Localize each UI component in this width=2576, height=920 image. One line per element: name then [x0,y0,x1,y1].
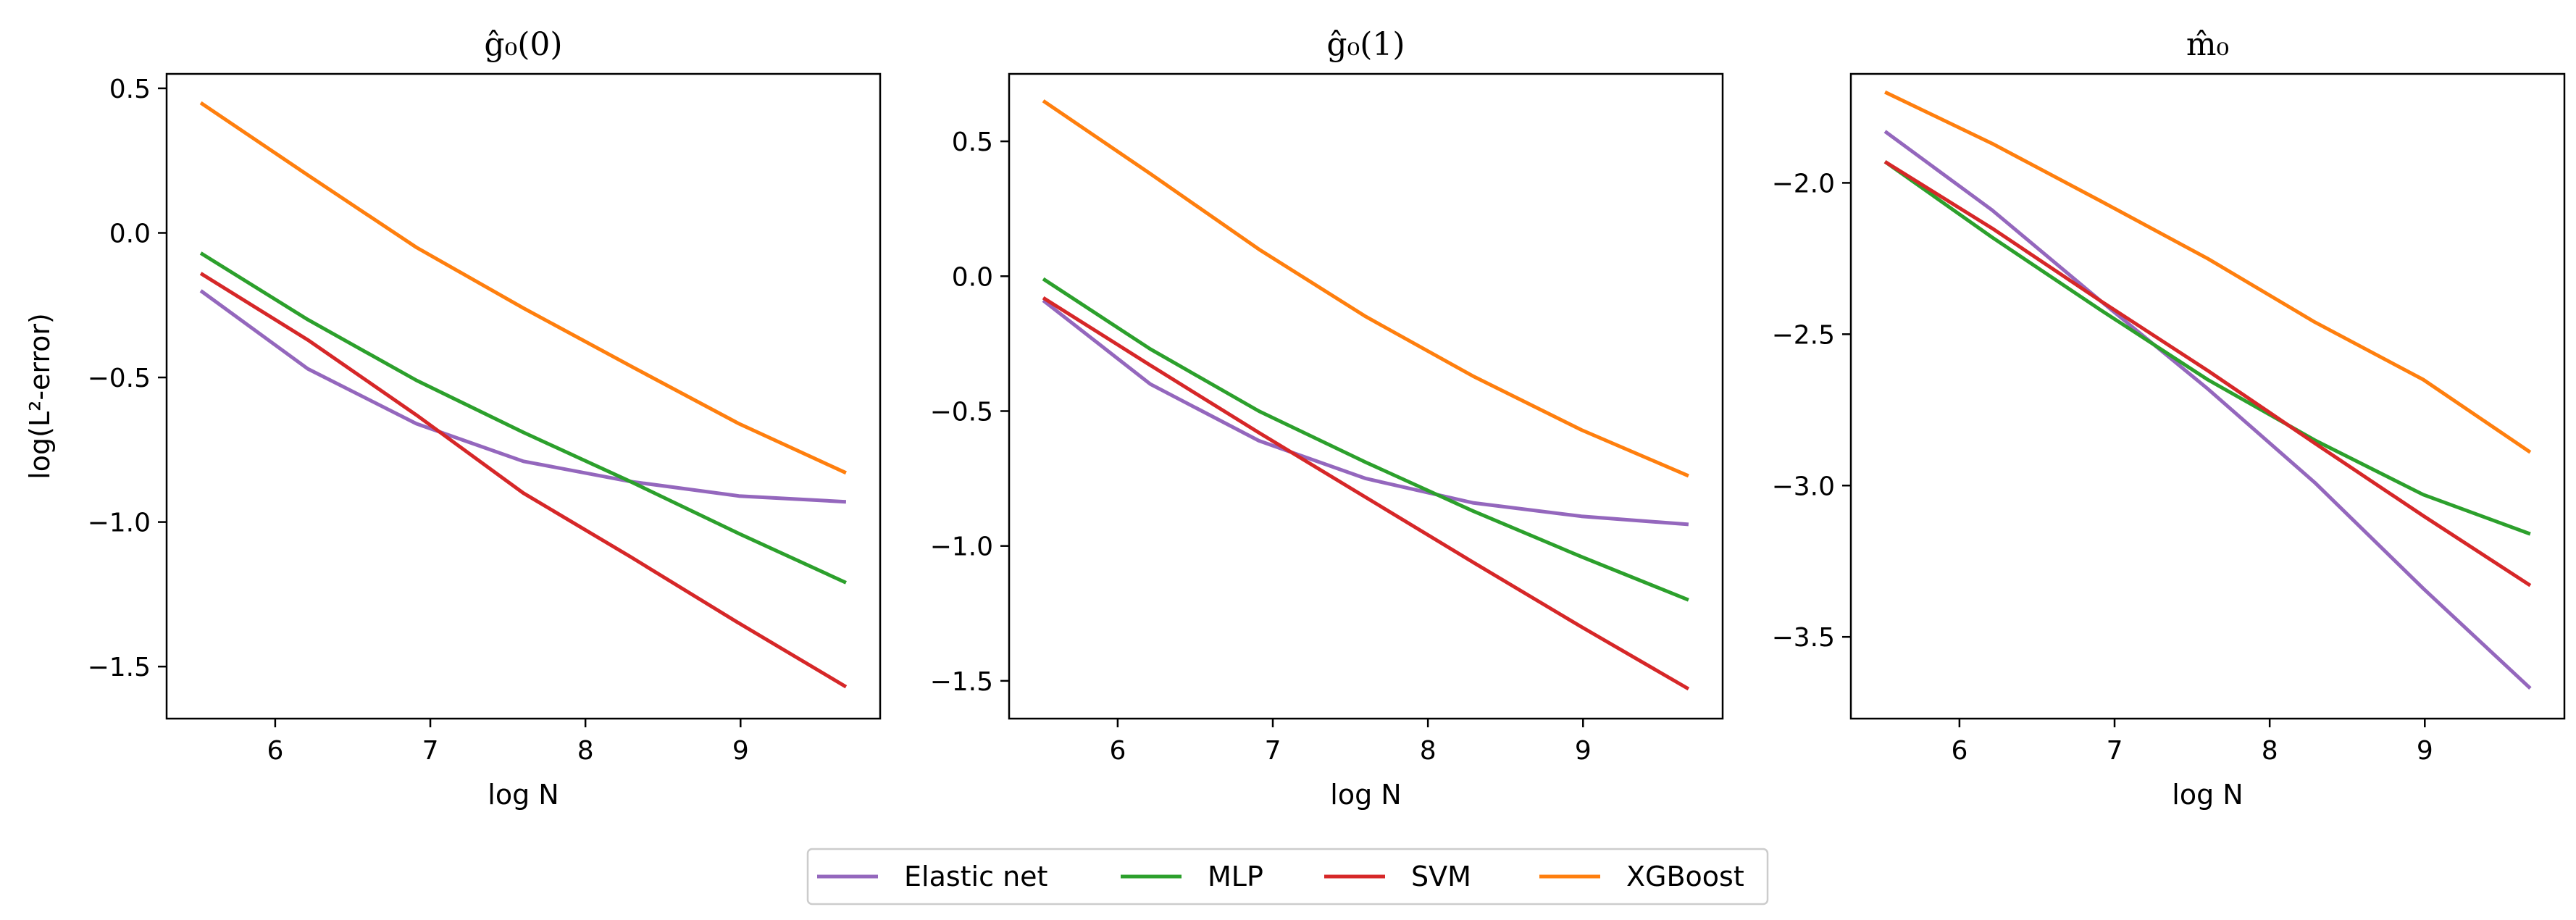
y-tick-label: 0.0 [952,262,993,292]
y-tick-label: −1.0 [930,532,993,562]
panels: 6 7 8 9 0.5 0.0 −0.5 −1.0 −1.5 ĝ₀(0) log N log(L²-e… [24,26,2566,811]
legend-item-elastic-net: Elastic net [817,861,1047,892]
x-tick-label: 6 [1109,736,1126,766]
panel-1: 6 7 8 9 0.5 0.0 −0.5 −1.0 −1.5 ĝ₀(0) log N log(L²-e… [24,26,882,811]
series-line-xgboost [1884,90,2532,454]
y-tick-label: 0.0 [109,219,151,249]
series-line-svm [1042,296,1690,691]
legend-label: Elastic net [904,861,1047,892]
series-line-mlp [1042,277,1689,602]
axes-frame [1008,72,1724,720]
panel-title: ĝ₀(0) [484,26,562,63]
y-tick-label: −1.5 [930,667,993,697]
series-line-xgboost [1042,99,1689,478]
series-line-xgboost [199,101,847,475]
x-tick-label: 6 [267,736,283,766]
x-tick-label: 9 [2417,736,2433,766]
x-axis-label: log N [2172,779,2243,811]
y-tick-label: −3.0 [1772,472,1835,501]
legend: Elastic net MLP SVM XGBoost [806,848,1769,906]
series-line-elastic-net [1042,298,1689,527]
x-axis-label: log N [488,779,559,811]
x-tick-label: 9 [1575,736,1592,766]
x-tick-label: 8 [2262,736,2278,766]
legend-frame [806,848,1769,906]
y-tick-label: −2.5 [1772,320,1835,350]
series-line-elastic-net [1883,130,2532,690]
x-tick-label: 7 [422,736,439,766]
series-line-svm [199,272,848,689]
axes-frame [165,72,882,720]
y-tick-label: −1.5 [88,653,151,682]
y-tick-label: 0.5 [109,75,151,104]
y-tick-label: −1.0 [88,509,151,538]
x-tick-label: 7 [1265,736,1281,766]
panel-2: 6 7 8 9 0.5 0.0 −0.5 −1.0 −1.5 ĝ₀(1) log N [930,26,1724,811]
x-tick-label: 7 [2107,736,2123,766]
x-tick-label: 6 [1951,736,1967,766]
series-line-mlp [199,251,847,585]
legend-label: XGBoost [1626,861,1744,892]
series-line-elastic-net [199,289,847,504]
x-tick-label: 8 [1420,736,1437,766]
y-axis-label: log(L²-error) [24,313,56,480]
y-tick-label: −3.5 [1772,623,1835,653]
x-tick-label: 8 [577,736,594,766]
legend-label: MLP [1208,861,1263,892]
x-tick-label: 9 [732,736,749,766]
y-tick-label: −2.0 [1772,169,1835,198]
axes-frame [1849,72,2566,720]
series-line-mlp [1883,160,2531,536]
y-tick-label: −0.5 [930,397,993,427]
series-line-svm [1883,160,2532,587]
y-tick-label: 0.5 [952,127,993,157]
legend-item-svm: SVM [1324,861,1471,892]
legend-label: SVM [1411,861,1471,892]
legend-item-mlp: MLP [1121,861,1263,892]
panel-title: m̂₀ [2186,26,2229,63]
x-axis-label: log N [1330,779,1401,811]
y-tick-label: −0.5 [88,364,151,393]
panel-title: ĝ₀(1) [1326,26,1405,63]
panel-3: 6 7 8 9 −2.0 −2.5 −3.0 −3.5 m̂₀ log N [1772,26,2566,811]
legend-item-xgboost: XGBoost [1539,861,1744,892]
